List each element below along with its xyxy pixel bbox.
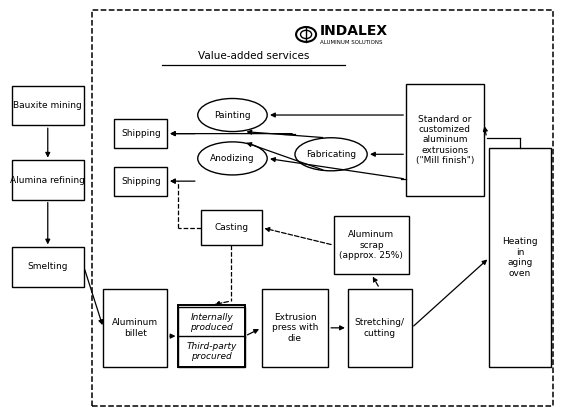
Text: Smelting: Smelting [28,262,68,271]
Text: Shipping: Shipping [121,129,160,138]
FancyBboxPatch shape [262,289,328,367]
FancyBboxPatch shape [104,289,167,367]
Text: Internally
produced: Internally produced [190,313,233,332]
FancyBboxPatch shape [114,119,167,148]
FancyBboxPatch shape [406,84,484,196]
Text: Fabricating: Fabricating [306,150,356,159]
Text: Value-added services: Value-added services [198,51,309,61]
Text: INDALEX: INDALEX [320,24,388,38]
Text: Bauxite mining: Bauxite mining [14,101,82,110]
Text: Aluminum
scrap
(approx. 25%): Aluminum scrap (approx. 25%) [339,230,403,260]
FancyBboxPatch shape [334,216,409,274]
Text: ALUMINUM SOLUTIONS: ALUMINUM SOLUTIONS [320,40,382,45]
FancyBboxPatch shape [12,86,84,125]
Text: Third-party
procured: Third-party procured [186,342,237,361]
FancyBboxPatch shape [92,10,553,406]
FancyBboxPatch shape [178,336,245,367]
FancyBboxPatch shape [200,210,262,245]
FancyBboxPatch shape [114,167,167,196]
Text: Extrusion
press with
die: Extrusion press with die [272,313,318,343]
Text: Casting: Casting [214,223,248,232]
Text: Standard or
customized
aluminum
extrusions
("Mill finish"): Standard or customized aluminum extrusio… [415,114,474,165]
Text: Alumina refining: Alumina refining [10,176,85,185]
Text: Shipping: Shipping [121,177,160,186]
Text: Painting: Painting [214,111,251,119]
FancyBboxPatch shape [348,289,412,367]
Ellipse shape [198,99,267,131]
FancyBboxPatch shape [178,307,245,338]
Text: Aluminum
billet: Aluminum billet [112,318,158,337]
FancyBboxPatch shape [489,148,551,367]
Ellipse shape [198,142,267,175]
Text: Heating
in
aging
oven: Heating in aging oven [502,238,538,278]
Ellipse shape [295,138,367,171]
Text: Stretching/
cutting: Stretching/ cutting [355,318,405,337]
FancyBboxPatch shape [12,247,84,287]
Text: Anodizing: Anodizing [210,154,255,163]
FancyBboxPatch shape [12,161,84,200]
